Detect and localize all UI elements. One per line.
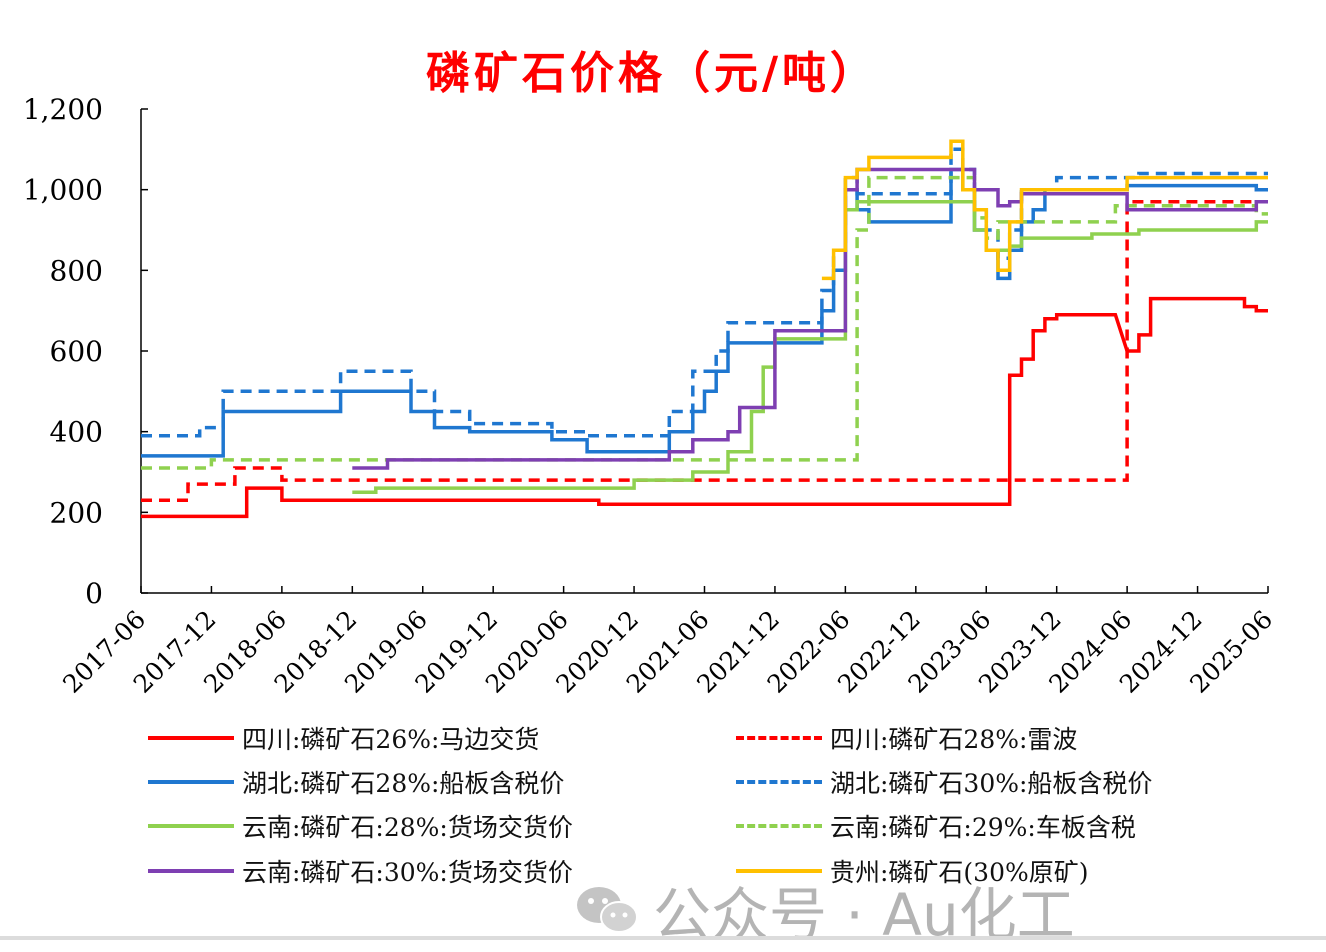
y-tick-label: 1,000 bbox=[23, 174, 103, 207]
series-line-3 bbox=[141, 167, 1268, 458]
y-tick-label: 400 bbox=[50, 416, 103, 449]
y-tick-label: 200 bbox=[50, 496, 103, 529]
bottom-divider bbox=[0, 936, 1326, 940]
series-line-5 bbox=[352, 200, 1268, 494]
series-line-6 bbox=[141, 175, 1268, 470]
series-line-1 bbox=[141, 296, 1268, 519]
series-line-8 bbox=[821, 139, 1268, 281]
wechat-icon bbox=[577, 887, 638, 933]
series-line-7 bbox=[352, 167, 1268, 470]
y-tick-label: 800 bbox=[50, 254, 103, 287]
axes: 02004006008001,0001,2002017-062017-12201… bbox=[23, 93, 1278, 699]
y-tick-label: 1,200 bbox=[23, 93, 103, 126]
plot-area bbox=[141, 139, 1268, 519]
y-tick-label: 0 bbox=[85, 577, 103, 610]
series-line-4 bbox=[141, 147, 1268, 438]
y-tick-label: 600 bbox=[50, 335, 103, 368]
series-line-2 bbox=[141, 200, 1268, 502]
chart-title: 磷矿石价格（元/吨） bbox=[426, 48, 878, 99]
